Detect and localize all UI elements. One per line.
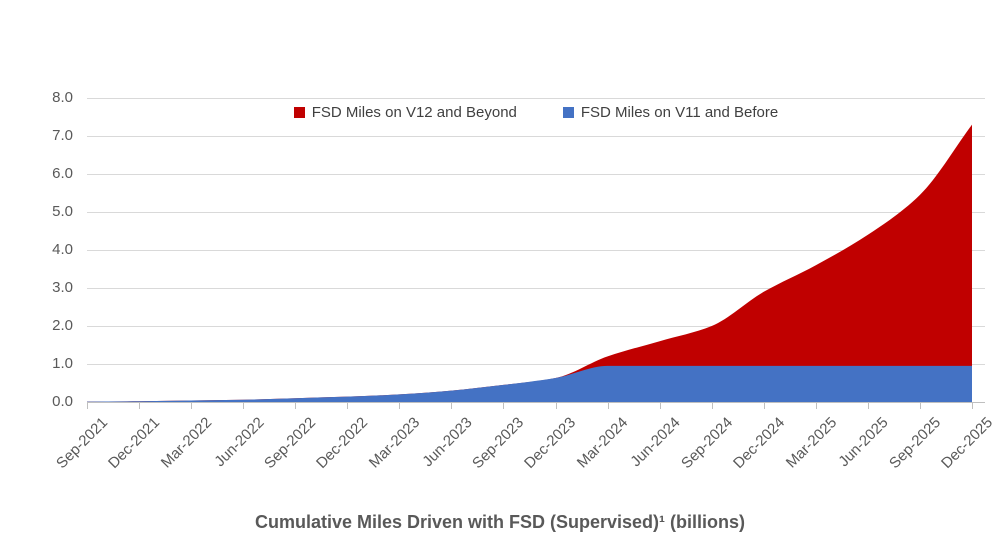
legend-label-v12: FSD Miles on V12 and Beyond <box>311 103 517 121</box>
legend-item-v12[interactable]: FSD Miles on V12 and Beyond <box>293 103 517 121</box>
y-tick-label: 0.0 <box>52 393 73 410</box>
area-series-v11 <box>87 365 972 402</box>
chart-legend: FSD Miles on V12 and Beyond FSD Miles on… <box>87 101 985 123</box>
legend-label-v11: FSD Miles on V11 and Before <box>580 103 779 121</box>
y-tick-label: 4.0 <box>52 241 73 258</box>
chart-title: Cumulative Miles Driven with FSD (Superv… <box>254 512 746 532</box>
y-tick-label: 3.0 <box>52 279 73 296</box>
legend-item-v11[interactable]: FSD Miles on V11 and Before <box>562 103 779 121</box>
legend-swatch-v12-icon <box>293 106 305 118</box>
y-tick-label: 1.0 <box>52 355 73 372</box>
area-series-v12 <box>87 124 972 402</box>
legend-swatch-v11-icon <box>562 106 574 118</box>
y-tick-label: 6.0 <box>52 165 73 182</box>
y-tick-label: 8.0 <box>52 89 73 106</box>
y-tick-label: 7.0 <box>52 127 73 144</box>
y-tick-label: 2.0 <box>52 317 73 334</box>
y-tick-label: 5.0 <box>52 203 73 220</box>
